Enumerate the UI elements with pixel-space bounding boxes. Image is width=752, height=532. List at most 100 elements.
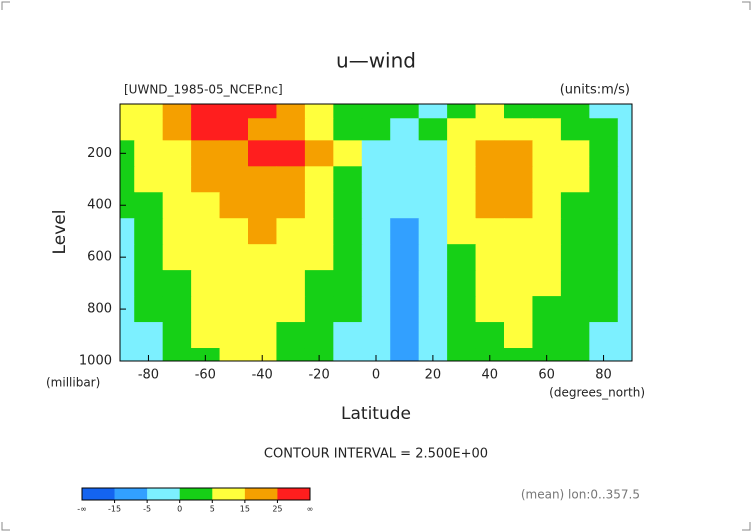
field-cell xyxy=(589,192,619,219)
field-cell xyxy=(475,296,505,323)
field-cell xyxy=(333,118,363,141)
field-cell xyxy=(418,118,448,141)
field-cell xyxy=(134,104,164,119)
field-cell xyxy=(504,348,533,362)
field-cell xyxy=(418,140,448,167)
field-cell xyxy=(504,322,533,349)
field-cell xyxy=(532,140,562,167)
field-cell xyxy=(276,192,306,219)
colorbar-swatch xyxy=(244,488,278,500)
field-cell xyxy=(120,118,135,141)
field-cell xyxy=(134,322,164,349)
field-cell xyxy=(333,270,363,297)
colorbar-swatch xyxy=(277,488,311,500)
field-cell xyxy=(276,322,306,349)
field-cell xyxy=(475,244,505,271)
field-cell xyxy=(418,322,448,349)
field-cell xyxy=(560,118,590,141)
field-cell xyxy=(390,348,420,362)
field-cell xyxy=(361,118,391,141)
field-cell xyxy=(219,270,249,297)
field-cell xyxy=(560,322,590,349)
field-cell xyxy=(504,192,533,219)
field-cell xyxy=(162,296,192,323)
x-units: (degrees_north) xyxy=(549,386,645,400)
field-cell xyxy=(162,118,192,141)
field-cell xyxy=(191,296,221,323)
y-units: (millibar) xyxy=(46,376,100,390)
field-cell xyxy=(504,270,533,297)
field-cell xyxy=(589,104,619,119)
colorbar-label: 5 xyxy=(210,505,215,514)
field-cell xyxy=(361,192,391,219)
plot-area: -80 -60 -40 -20 0 20 40 60 80 200 400 600 800 1000 xyxy=(79,103,633,383)
field-cell xyxy=(560,140,590,167)
field-cell xyxy=(560,348,590,362)
field-cell xyxy=(162,104,192,119)
field-cell xyxy=(191,118,221,141)
field-cell xyxy=(504,118,533,141)
colorbar-label: 15 xyxy=(240,505,250,514)
field-cell xyxy=(418,104,448,119)
colorbar-swatch xyxy=(82,488,115,500)
field-cell xyxy=(120,296,135,323)
field-cell xyxy=(447,322,477,349)
field-cell xyxy=(447,218,477,245)
x-tick-label: 20 xyxy=(425,368,442,383)
field-cell xyxy=(120,104,135,119)
field-cell xyxy=(447,104,477,119)
field-cell xyxy=(333,244,363,271)
field-cell xyxy=(134,270,164,297)
field-cell xyxy=(532,270,562,297)
field-cell xyxy=(504,104,533,119)
y-tick-label: 400 xyxy=(87,198,112,213)
x-tick-label: 0 xyxy=(372,368,380,383)
field-cell xyxy=(276,166,306,193)
field-cell xyxy=(589,296,619,323)
field-cell xyxy=(276,296,306,323)
field-cell xyxy=(475,270,505,297)
field-cell xyxy=(361,322,391,349)
field-cell xyxy=(475,218,505,245)
field-cell xyxy=(248,166,277,193)
field-cell xyxy=(333,348,363,362)
field-cell xyxy=(532,104,562,119)
field-cell xyxy=(361,270,391,297)
field-cell xyxy=(560,296,590,323)
field-cell xyxy=(304,166,334,193)
field-cell xyxy=(134,166,164,193)
field-cell xyxy=(191,270,221,297)
field-cell xyxy=(276,244,306,271)
field-cell xyxy=(162,270,192,297)
colorbar-swatch xyxy=(179,488,213,500)
field-cell xyxy=(219,322,249,349)
field-cell xyxy=(333,140,363,167)
field-cell xyxy=(276,270,306,297)
field-cell xyxy=(617,322,633,349)
field-cell xyxy=(447,244,477,271)
field-cell xyxy=(617,140,633,167)
field-cell xyxy=(617,166,633,193)
field-cell xyxy=(475,192,505,219)
field-cell xyxy=(475,140,505,167)
field-cell xyxy=(475,118,505,141)
field-cell xyxy=(361,296,391,323)
x-tick-label: 40 xyxy=(482,368,499,383)
field-cell xyxy=(390,218,420,245)
field-cell xyxy=(219,244,249,271)
field-cell xyxy=(120,140,135,167)
field-cell xyxy=(560,192,590,219)
field-cell xyxy=(120,348,135,362)
field-cell xyxy=(120,322,135,349)
field-cell xyxy=(560,166,590,193)
field-cell xyxy=(390,104,420,119)
field-cell xyxy=(248,270,277,297)
field-cell xyxy=(248,322,277,349)
field-cell xyxy=(191,348,221,362)
colorbar-label: 0 xyxy=(177,505,182,514)
field-cell xyxy=(134,296,164,323)
field-cell xyxy=(418,192,448,219)
field-cell xyxy=(589,348,619,362)
